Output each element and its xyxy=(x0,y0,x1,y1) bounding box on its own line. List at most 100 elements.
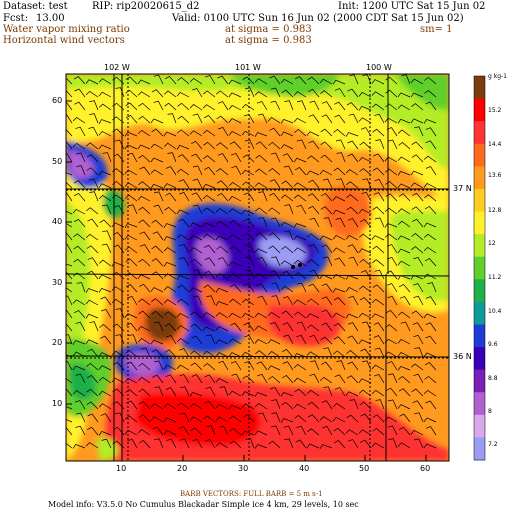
wind-barb xyxy=(384,351,398,358)
wind-barb xyxy=(150,416,164,423)
wind-barb xyxy=(192,113,203,124)
legend-swatch xyxy=(474,347,485,371)
wind-barb xyxy=(112,362,125,371)
wind-barb xyxy=(114,412,125,423)
wind-barb xyxy=(151,89,164,98)
wind-barb xyxy=(334,114,346,124)
wind-barb xyxy=(153,191,164,202)
wind-barb xyxy=(280,221,294,228)
wind-barb xyxy=(284,230,294,241)
wind-barb xyxy=(216,180,229,189)
wind-barb xyxy=(128,334,138,345)
station-marker xyxy=(291,265,295,269)
wind-barb xyxy=(410,274,424,280)
wind-barb xyxy=(72,365,86,371)
wind-barb xyxy=(218,126,229,137)
wind-barb xyxy=(189,130,203,137)
wind-barb xyxy=(397,220,411,228)
wind-barb xyxy=(334,101,346,111)
wind-barb xyxy=(281,401,294,410)
wind-barb xyxy=(202,129,216,137)
wind-barb xyxy=(66,77,73,85)
wind-barb xyxy=(151,128,164,137)
wind-barb xyxy=(398,283,411,293)
wind-barb xyxy=(294,388,307,397)
wind-barb xyxy=(293,363,307,371)
wind-barb xyxy=(203,284,216,293)
wind-barb xyxy=(425,166,437,176)
wind-barb xyxy=(126,400,138,410)
wind-barb xyxy=(87,257,99,267)
wind-barb xyxy=(112,102,125,111)
wind-barb xyxy=(215,301,229,306)
wind-barb xyxy=(257,113,268,124)
wind-barb xyxy=(268,207,281,215)
wind-barb xyxy=(345,169,359,176)
wind-barb xyxy=(115,87,125,98)
wind-barb xyxy=(306,131,320,137)
wind-barb xyxy=(125,102,138,111)
wind-barb xyxy=(66,287,73,293)
wind-barb xyxy=(333,350,346,358)
wind-barb xyxy=(384,338,398,345)
wind-barb xyxy=(384,222,398,228)
wind-barb xyxy=(163,261,177,267)
wind-barb xyxy=(66,89,73,98)
wind-barb xyxy=(373,322,385,332)
wind-barb xyxy=(282,153,294,163)
wind-barb xyxy=(307,428,320,436)
wind-barb xyxy=(163,403,177,410)
y-tick-label: 20 xyxy=(52,338,63,347)
wind-barb xyxy=(283,165,294,176)
wind-barb xyxy=(72,443,86,449)
wind-barb xyxy=(399,413,411,423)
wind-barb xyxy=(124,144,138,150)
wind-barb xyxy=(423,273,437,280)
wind-barb xyxy=(269,179,281,189)
wind-barb xyxy=(111,350,125,358)
wind-barb xyxy=(268,232,281,241)
wind-barb xyxy=(125,258,138,267)
wind-barb xyxy=(215,326,229,332)
wind-barb xyxy=(347,244,359,254)
wind-barb xyxy=(332,274,346,280)
wind-barb xyxy=(384,207,398,215)
wind-barb xyxy=(280,285,294,293)
wind-barb xyxy=(150,169,164,176)
wind-barb xyxy=(193,269,203,280)
wind-barb xyxy=(138,219,151,228)
wind-barb xyxy=(321,361,333,371)
wind-barb xyxy=(137,129,151,137)
wind-barb xyxy=(294,76,307,85)
wind-barb xyxy=(87,270,99,280)
wind-barb xyxy=(66,129,73,137)
wind-barb xyxy=(228,234,242,241)
wind-barb xyxy=(190,362,203,371)
wind-barb xyxy=(399,426,411,436)
wind-barb xyxy=(66,406,73,410)
wind-barb xyxy=(372,259,385,267)
wind-barb xyxy=(192,204,203,215)
wind-barb xyxy=(332,234,346,241)
wind-barb xyxy=(411,103,424,111)
wind-barb xyxy=(124,234,138,241)
wind-barb xyxy=(412,283,424,293)
wind-barb xyxy=(374,269,385,280)
wind-barb xyxy=(411,246,424,254)
wind-barb xyxy=(321,244,333,254)
wind-barb xyxy=(335,139,346,150)
wind-barb xyxy=(112,440,125,449)
legend-frame xyxy=(473,75,486,461)
wind-barb xyxy=(125,114,138,124)
wind-barb xyxy=(112,271,125,280)
x-tick-label: 40 xyxy=(299,464,310,473)
wind-barb xyxy=(114,139,125,150)
wind-barb xyxy=(319,444,333,449)
wind-barb xyxy=(85,90,99,98)
wind-barb xyxy=(245,87,255,98)
wind-barb xyxy=(215,442,229,449)
wind-barb xyxy=(73,233,86,241)
wind-barb xyxy=(347,361,359,371)
wind-barb xyxy=(296,139,307,150)
wind-barb xyxy=(346,350,359,358)
